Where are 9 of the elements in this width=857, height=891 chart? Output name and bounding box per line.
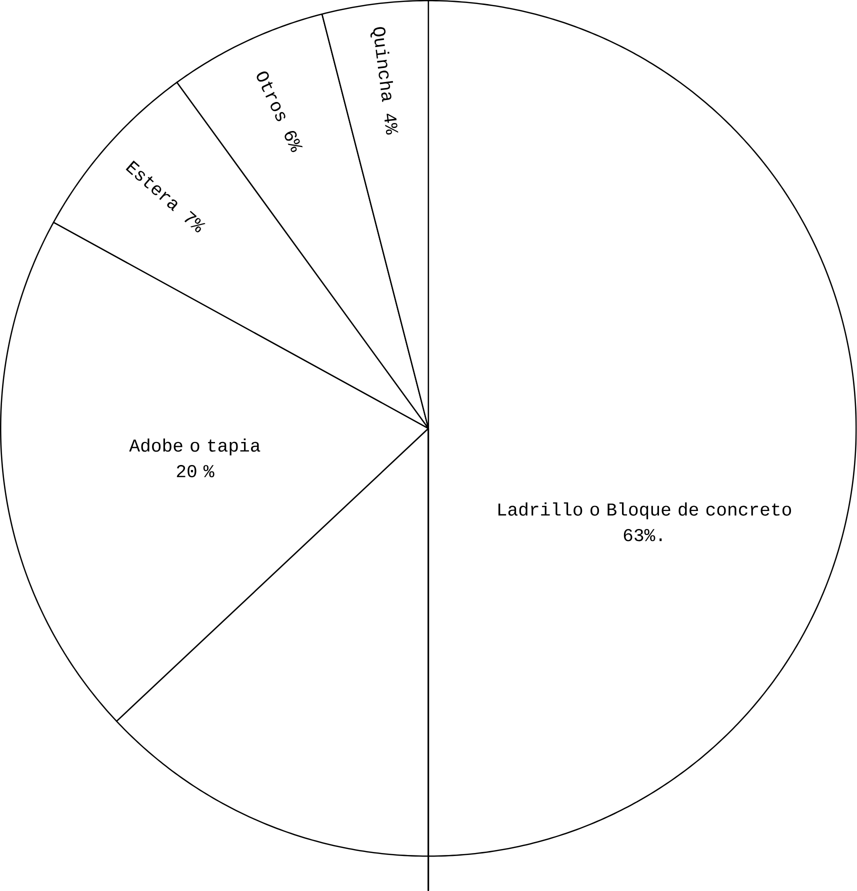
slice-label: Adobe o tapia — [129, 438, 260, 456]
data-label: 63%. — [624, 528, 662, 542]
data-label: 7% — [184, 210, 206, 232]
data-label: 4% — [384, 114, 398, 135]
data-label: 6% — [284, 130, 303, 152]
slice-label: Otros — [256, 72, 286, 122]
slice-label: Ladrillo o Bloque de concreto — [498, 502, 792, 520]
slice-label: Quincha — [370, 27, 394, 102]
data-label: 20 % — [177, 465, 214, 478]
